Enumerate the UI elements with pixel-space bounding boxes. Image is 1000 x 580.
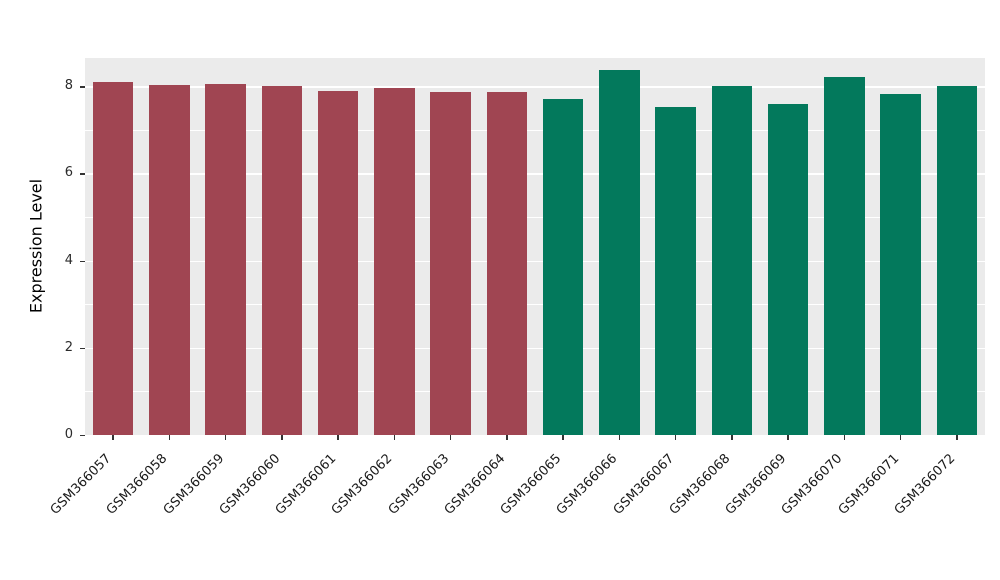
bar-GSM366070 [824,76,865,435]
x-tick-mark [449,435,452,440]
x-tick-mark [618,435,621,440]
y-tick-mark [80,173,85,175]
x-tick-label: GSM366058 [104,451,171,518]
bar-GSM366069 [767,104,809,435]
bar-GSM366057 [92,81,134,435]
x-tick-label: GSM366066 [554,451,621,518]
gridline-major [85,260,985,263]
bar-GSM366065 [542,99,584,435]
x-tick-mark [843,435,846,440]
x-tick-mark [899,435,902,440]
x-tick-label: GSM366071 [835,451,902,518]
y-tick-label: 4 [64,252,73,268]
y-tick-label: 2 [64,339,73,355]
gridline-minor [85,391,985,393]
y-tick-mark [80,347,85,350]
gridline-major [85,435,985,437]
x-tick-label: GSM366060 [216,451,284,518]
x-tick-label: GSM366067 [610,451,677,518]
bar-GSM366061 [317,90,359,435]
gridline-minor [85,304,985,305]
bar-GSM366067 [655,107,696,435]
x-tick-label: GSM366059 [160,451,227,518]
bar-GSM366060 [261,85,303,435]
x-tick-mark [506,435,508,440]
x-axis: GSM366057 GSM366058 GSM366059 GSM366060 GSM3… [0,435,1000,580]
gridline-major [85,347,985,350]
y-tick-mark [80,260,85,263]
y-tick-label: 8 [64,78,73,94]
gridline-major [85,86,985,88]
x-tick-label: GSM366065 [497,451,565,518]
y-tick-label: 6 [64,165,73,181]
x-tick-label: GSM366063 [385,451,452,518]
x-tick-label: GSM366069 [722,451,790,518]
x-tick-mark [787,435,789,440]
bar-GSM366072 [936,85,978,435]
bar-GSM366068 [711,86,753,435]
x-tick-mark [674,435,677,440]
x-tick-mark [224,435,227,440]
x-tick-mark [956,435,958,440]
x-tick-mark [731,435,733,440]
x-tick-label: GSM366068 [666,451,734,518]
plot-panel [85,58,985,437]
x-tick-label: GSM366072 [891,451,959,518]
x-tick-mark [281,435,283,440]
x-tick-mark [337,435,339,440]
x-tick-mark [562,435,564,440]
y-axis: 0 2 4 6 8 [0,58,85,442]
x-tick-label: GSM366061 [272,451,340,518]
bar-GSM366059 [205,84,246,435]
y-tick-mark [80,435,85,437]
bar-GSM366063 [430,91,471,435]
bar-GSM366064 [486,92,528,435]
y-tick-mark [80,86,85,88]
bar-GSM366071 [880,93,921,435]
gridline-major [85,173,985,175]
bar-GSM366066 [599,70,640,435]
bar-GSM366062 [374,88,415,435]
x-tick-mark [112,435,114,440]
x-tick-label: GSM366057 [47,451,115,518]
x-tick-mark [393,435,396,440]
gridline-minor [85,129,985,131]
x-tick-label: GSM366062 [329,451,396,518]
bar-GSM366058 [149,85,190,435]
x-tick-label: GSM366064 [441,451,509,518]
gridline-minor [85,217,985,218]
y-tick-label: 0 [64,427,73,442]
x-tick-mark [168,435,171,440]
x-tick-label: GSM366070 [779,451,846,518]
